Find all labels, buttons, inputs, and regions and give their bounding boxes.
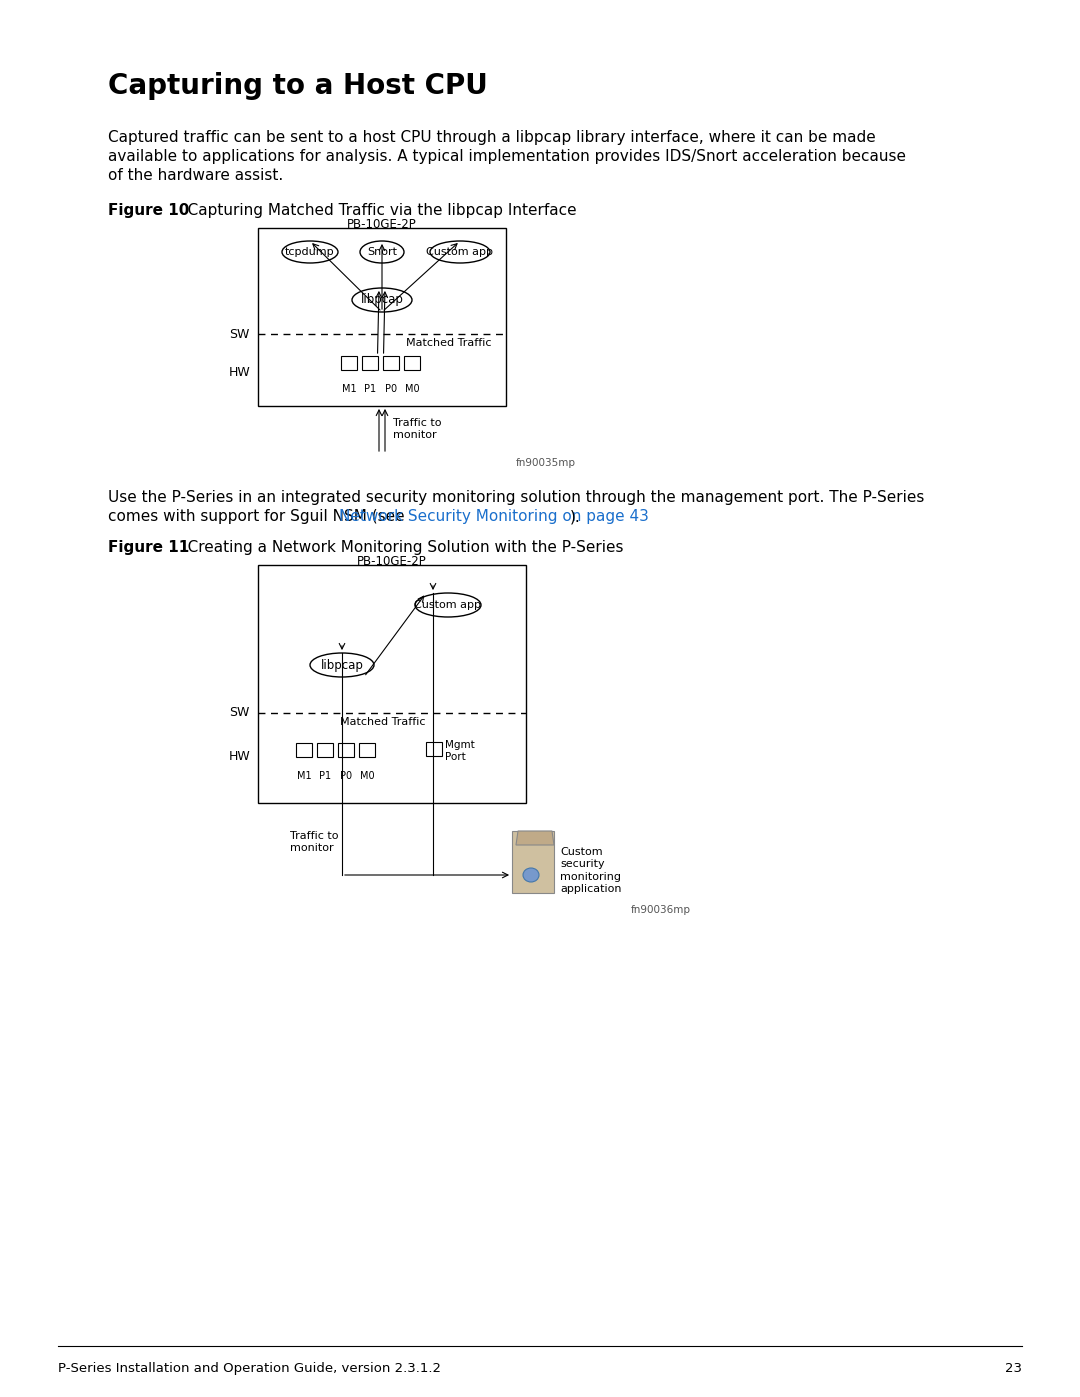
Bar (362, 356, 378, 370)
Text: Traffic to
monitor: Traffic to monitor (291, 831, 338, 854)
Bar (258, 228, 507, 407)
Text: PB-10GE-2P: PB-10GE-2P (347, 218, 417, 231)
Text: SW: SW (230, 707, 249, 719)
Text: 23: 23 (1005, 1362, 1022, 1375)
Text: fn90036mp: fn90036mp (631, 905, 691, 915)
Bar (383, 356, 399, 370)
Text: Snort: Snort (367, 247, 397, 257)
Text: SW: SW (230, 327, 249, 341)
Text: Matched Traffic: Matched Traffic (340, 717, 426, 726)
Text: Custom app: Custom app (415, 599, 482, 610)
Bar (404, 356, 420, 370)
Text: HW: HW (228, 366, 249, 380)
Polygon shape (516, 831, 554, 845)
Text: Network Security Monitoring on page 43: Network Security Monitoring on page 43 (339, 509, 649, 524)
Ellipse shape (352, 288, 411, 312)
Text: P-Series Installation and Operation Guide, version 2.3.1.2: P-Series Installation and Operation Guid… (58, 1362, 441, 1375)
Text: Creating a Network Monitoring Solution with the P-Series: Creating a Network Monitoring Solution w… (173, 541, 623, 555)
Text: Figure 11: Figure 11 (108, 541, 189, 555)
Text: P1: P1 (364, 384, 376, 394)
Text: libpcap: libpcap (321, 658, 364, 672)
Text: ).: ). (570, 509, 581, 524)
Bar (359, 743, 375, 757)
Text: Traffic to
monitor: Traffic to monitor (393, 418, 442, 440)
Bar (318, 743, 333, 757)
Ellipse shape (360, 242, 404, 263)
Text: available to applications for analysis. A typical implementation provides IDS/Sn: available to applications for analysis. … (108, 149, 906, 163)
Text: Capturing to a Host CPU: Capturing to a Host CPU (108, 73, 488, 101)
Ellipse shape (310, 652, 374, 678)
Text: Custom app: Custom app (427, 247, 494, 257)
Text: Mgmt
Port: Mgmt Port (445, 740, 475, 761)
Text: P1: P1 (319, 771, 332, 781)
Text: P0: P0 (384, 384, 397, 394)
Ellipse shape (430, 242, 490, 263)
Bar (338, 743, 354, 757)
Text: comes with support for Sguil NSM (see: comes with support for Sguil NSM (see (108, 509, 409, 524)
Text: libpcap: libpcap (361, 293, 404, 306)
Text: Custom
security
monitoring
application: Custom security monitoring application (561, 847, 621, 894)
Text: Use the P-Series in an integrated security monitoring solution through the manag: Use the P-Series in an integrated securi… (108, 490, 924, 504)
Text: PB-10GE-2P: PB-10GE-2P (357, 555, 427, 569)
Text: M0: M0 (360, 771, 375, 781)
Bar (341, 356, 357, 370)
Text: Figure 10: Figure 10 (108, 203, 189, 218)
Text: P0: P0 (340, 771, 352, 781)
Bar (296, 743, 312, 757)
Bar (426, 742, 442, 756)
Bar (258, 564, 526, 803)
Text: HW: HW (228, 750, 249, 764)
Text: Matched Traffic: Matched Traffic (406, 338, 491, 348)
Text: fn90035mp: fn90035mp (516, 458, 576, 468)
Text: M1: M1 (297, 771, 311, 781)
Text: Captured traffic can be sent to a host CPU through a libpcap library interface, : Captured traffic can be sent to a host C… (108, 130, 876, 145)
Ellipse shape (282, 242, 338, 263)
Text: tcpdump: tcpdump (285, 247, 335, 257)
FancyBboxPatch shape (512, 831, 554, 893)
Ellipse shape (415, 592, 481, 617)
Ellipse shape (523, 868, 539, 882)
Text: Capturing Matched Traffic via the libpcap Interface: Capturing Matched Traffic via the libpca… (173, 203, 577, 218)
Text: M1: M1 (341, 384, 356, 394)
Text: M0: M0 (405, 384, 419, 394)
Text: of the hardware assist.: of the hardware assist. (108, 168, 283, 183)
